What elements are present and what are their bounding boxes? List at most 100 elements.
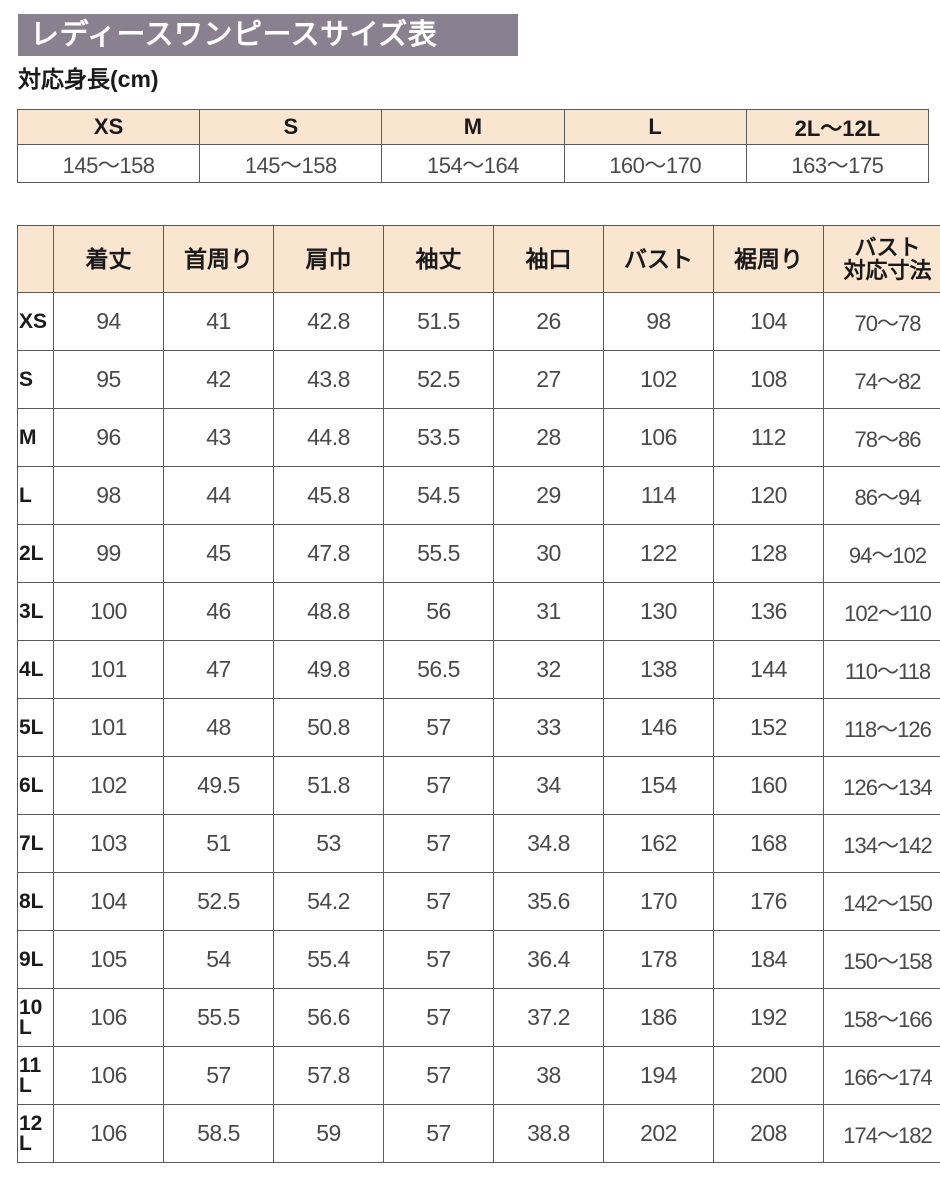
cell-r5-c1: 46 [163,582,274,641]
row-size-label: 6L [17,756,54,815]
measurements-table: 着丈 首周り 肩巾 袖丈 袖口 バスト 裾周り バスト 対応寸法 XS 94 41 4… [17,225,940,1163]
cell-r7-c4: 33 [493,698,604,757]
height-size-header-xs: XS [16,109,201,145]
cell-r1-c5: 102 [603,350,714,409]
table-row: 5L 101 48 50.8 57 33 146 152 118〜126 [17,698,940,757]
row-size-label: 9L [17,930,54,989]
cell-r13-c6: 200 [713,1046,824,1105]
cell-r3-c7: 86〜94 [823,466,940,525]
cell-r12-c2: 56.6 [273,988,384,1047]
cell-r13-c3: 57 [383,1046,494,1105]
cell-r9-c6: 168 [713,814,824,873]
cell-r0-c3: 51.5 [383,292,494,351]
cell-r11-c3: 57 [383,930,494,989]
row-size-label: XS [17,292,54,351]
row-size-label: S [17,350,54,409]
cell-r7-c3: 57 [383,698,494,757]
cell-r11-c4: 36.4 [493,930,604,989]
column-header-shoulder: 肩巾 [273,225,384,293]
table-row: 12L 106 58.5 59 57 38.8 202 208 174〜182 [17,1104,940,1163]
row-size-label-text: M [19,425,37,449]
row-size-label: 2L [17,524,54,583]
cell-r1-c3: 52.5 [383,350,494,409]
cell-r1-c0: 95 [53,350,164,409]
cell-r4-c4: 30 [493,524,604,583]
cell-r3-c0: 98 [53,466,164,525]
column-header-cuff: 袖口 [493,225,604,293]
row-size-label: 4L [17,640,54,699]
cell-r1-c2: 43.8 [273,350,384,409]
cell-r12-c0: 106 [53,988,164,1047]
cell-r0-c4: 26 [493,292,604,351]
table-row: L 98 44 45.8 54.5 29 114 120 86〜94 [17,466,940,525]
table-row: 8L 104 52.5 54.2 57 35.6 170 176 142〜150 [17,872,940,931]
cell-r14-c0: 106 [53,1104,164,1163]
cell-r2-c3: 53.5 [383,408,494,467]
cell-r2-c0: 96 [53,408,164,467]
cell-r2-c4: 28 [493,408,604,467]
cell-r6-c5: 138 [603,640,714,699]
row-size-label: 3L [17,582,54,641]
cell-r6-c2: 49.8 [273,640,384,699]
cell-r4-c6: 128 [713,524,824,583]
row-size-label-text: 3L [19,599,44,623]
column-header-bust-fit-line1: バスト [854,234,921,260]
cell-r7-c5: 146 [603,698,714,757]
cell-r9-c3: 57 [383,814,494,873]
row-size-label-text: 10L [19,996,43,1039]
cell-r2-c1: 43 [163,408,274,467]
cell-r12-c5: 186 [603,988,714,1047]
row-size-label-text: S [19,367,34,391]
cell-r3-c1: 44 [163,466,274,525]
cell-r14-c4: 38.8 [493,1104,604,1163]
measurements-corner-cell [17,225,54,293]
cell-r2-c5: 106 [603,408,714,467]
cell-r9-c7: 134〜142 [823,814,940,873]
row-size-label: M [17,408,54,467]
cell-r6-c0: 101 [53,640,164,699]
table-row: S 95 42 43.8 52.5 27 102 108 74〜82 [17,350,940,409]
cell-r8-c3: 57 [383,756,494,815]
cell-r3-c4: 29 [493,466,604,525]
cell-r0-c1: 41 [163,292,274,351]
cell-r10-c5: 170 [603,872,714,931]
cell-r1-c4: 27 [493,350,604,409]
table-row: 9L 105 54 55.4 57 36.4 178 184 150〜158 [17,930,940,989]
row-size-label-text: 11L [19,1054,42,1097]
row-size-label-text: 9L [19,947,44,971]
cell-r11-c1: 54 [163,930,274,989]
table-row: 11L 106 57 57.8 57 38 194 200 166〜174 [17,1046,940,1105]
row-size-label-text: 4L [19,657,44,681]
height-table: XS S M L 2L〜12L 145〜158 145〜158 154〜164 … [16,109,930,183]
cell-r7-c7: 118〜126 [823,698,940,757]
cell-r8-c2: 51.8 [273,756,384,815]
cell-r7-c6: 152 [713,698,824,757]
height-table-header-row: XS S M L 2L〜12L [16,109,930,145]
cell-r12-c6: 192 [713,988,824,1047]
height-value-xs: 145〜158 [16,144,201,183]
cell-r11-c2: 55.4 [273,930,384,989]
cell-r8-c6: 160 [713,756,824,815]
cell-r3-c5: 114 [603,466,714,525]
cell-r4-c5: 122 [603,524,714,583]
table-row: 10L 106 55.5 56.6 57 37.2 186 192 158〜166 [17,988,940,1047]
cell-r12-c3: 57 [383,988,494,1047]
cell-r7-c0: 101 [53,698,164,757]
column-header-bust-fit-line2: 対応寸法 [843,258,932,283]
height-value-2l-12l: 163〜175 [745,144,930,183]
column-header-hem: 裾周り [713,225,824,293]
row-size-label: 10L [17,988,54,1047]
row-size-label-text: 12L [19,1112,43,1155]
cell-r14-c3: 57 [383,1104,494,1163]
cell-r11-c0: 105 [53,930,164,989]
cell-r14-c5: 202 [603,1104,714,1163]
cell-r8-c1: 49.5 [163,756,274,815]
row-size-label: 12L [17,1104,54,1163]
cell-r5-c2: 48.8 [273,582,384,641]
cell-r4-c1: 45 [163,524,274,583]
height-value-l: 160〜170 [563,144,747,183]
height-size-header-m: M [381,109,565,145]
cell-r2-c2: 44.8 [273,408,384,467]
cell-r9-c5: 162 [603,814,714,873]
height-table-value-row: 145〜158 145〜158 154〜164 160〜170 163〜175 [16,144,930,183]
